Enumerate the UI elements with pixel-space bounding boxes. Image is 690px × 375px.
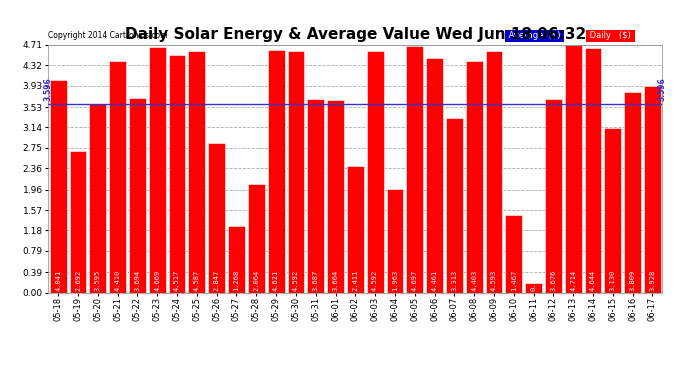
Text: 1.963: 1.963 <box>392 270 398 291</box>
Text: 3.694: 3.694 <box>135 270 141 291</box>
Text: 4.587: 4.587 <box>194 270 200 291</box>
Text: 2.692: 2.692 <box>75 270 81 291</box>
Text: 3.596: 3.596 <box>658 77 667 101</box>
Bar <box>426 58 443 292</box>
Text: 4.714: 4.714 <box>570 270 576 291</box>
Text: Average  ($): Average ($) <box>506 32 563 40</box>
Bar <box>109 61 126 292</box>
Text: 3.809: 3.809 <box>630 270 635 291</box>
Text: 3.664: 3.664 <box>333 270 339 291</box>
Bar <box>307 99 324 292</box>
Text: 4.644: 4.644 <box>590 270 596 291</box>
Bar <box>188 51 206 292</box>
Bar <box>347 166 364 292</box>
Bar <box>466 61 482 292</box>
Bar <box>129 98 146 292</box>
Bar <box>149 47 166 292</box>
Text: 4.461: 4.461 <box>431 270 437 291</box>
Text: 3.130: 3.130 <box>610 270 616 291</box>
Text: 3.313: 3.313 <box>451 270 457 291</box>
Bar <box>90 104 106 292</box>
Bar <box>386 189 404 292</box>
Bar <box>327 100 344 292</box>
Bar <box>624 92 641 292</box>
Bar <box>208 143 225 292</box>
Bar <box>288 51 304 292</box>
Bar <box>545 99 562 292</box>
Text: 4.697: 4.697 <box>412 270 417 291</box>
Text: 4.592: 4.592 <box>293 270 299 291</box>
Text: 4.593: 4.593 <box>491 270 497 291</box>
Text: 3.687: 3.687 <box>313 270 319 291</box>
Bar <box>367 51 384 292</box>
Bar <box>486 51 502 292</box>
Text: 2.847: 2.847 <box>214 270 219 291</box>
Text: 3.928: 3.928 <box>649 270 656 291</box>
Text: 4.041: 4.041 <box>55 270 61 291</box>
Text: 4.403: 4.403 <box>471 270 477 291</box>
Bar <box>584 48 602 292</box>
Text: 2.411: 2.411 <box>353 270 358 291</box>
Bar <box>168 55 186 292</box>
Text: 1.268: 1.268 <box>233 270 239 291</box>
Text: 4.669: 4.669 <box>155 270 160 291</box>
Text: Copyright 2014 Cartronics.com: Copyright 2014 Cartronics.com <box>48 31 168 40</box>
Bar <box>644 86 661 292</box>
Text: 2.064: 2.064 <box>253 270 259 291</box>
Bar <box>446 118 463 292</box>
Bar <box>268 50 284 292</box>
Text: 0.183: 0.183 <box>531 270 537 291</box>
Text: Daily   ($): Daily ($) <box>587 32 634 40</box>
Text: 1.467: 1.467 <box>511 270 517 291</box>
Bar <box>565 45 582 292</box>
Bar <box>50 80 67 292</box>
Bar <box>505 215 522 292</box>
Bar <box>228 226 245 292</box>
Text: 3.596: 3.596 <box>43 77 53 101</box>
Text: 3.595: 3.595 <box>95 270 101 291</box>
Bar <box>70 151 86 292</box>
Text: 4.410: 4.410 <box>115 270 121 291</box>
Bar <box>406 46 423 292</box>
Text: 3.676: 3.676 <box>551 270 556 291</box>
Text: 4.517: 4.517 <box>174 270 180 291</box>
Bar <box>525 283 542 292</box>
Title: Daily Solar Energy & Average Value Wed Jun 18 06:32: Daily Solar Energy & Average Value Wed J… <box>125 27 586 42</box>
Text: 4.621: 4.621 <box>273 270 279 291</box>
Bar <box>604 128 621 292</box>
Text: 4.592: 4.592 <box>372 270 378 291</box>
Bar <box>248 184 265 292</box>
